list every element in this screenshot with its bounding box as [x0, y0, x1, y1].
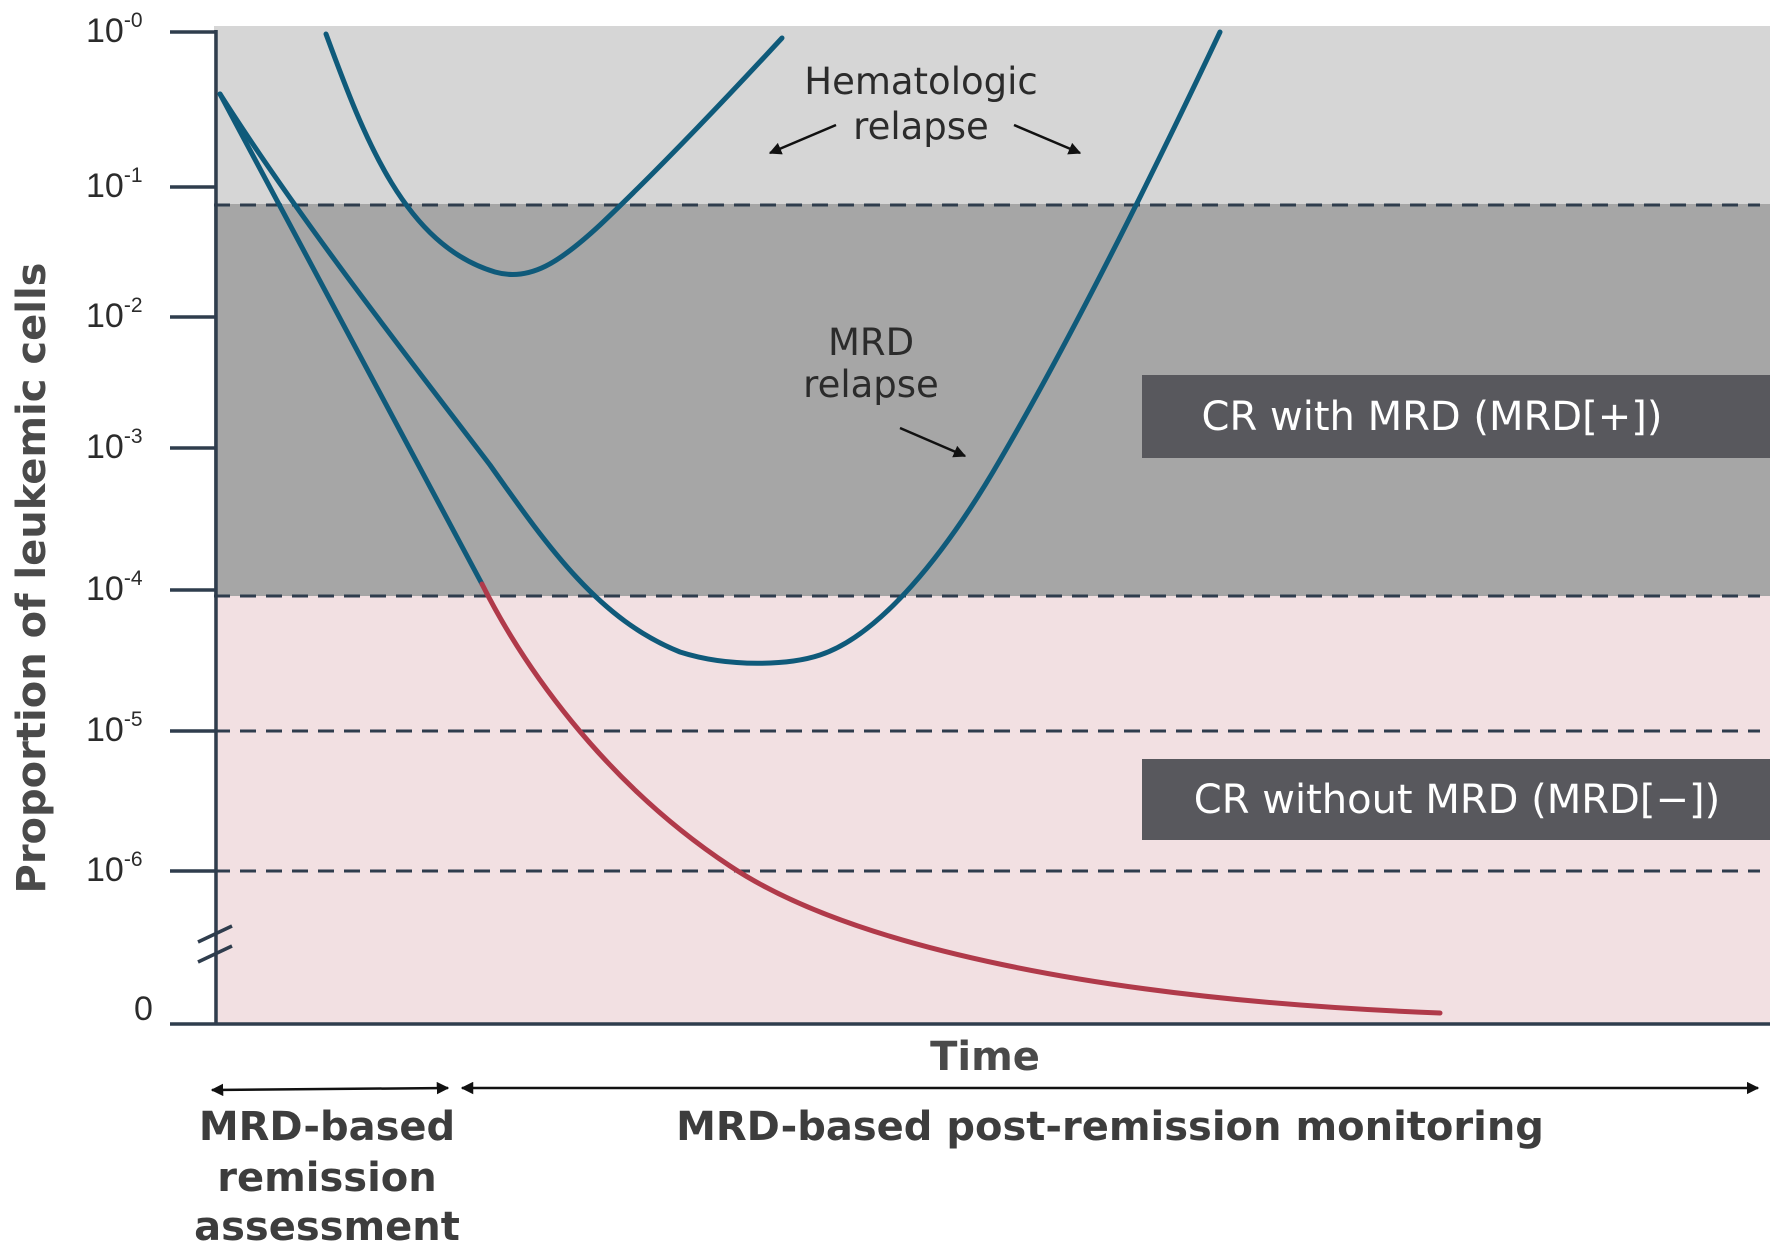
hematologic-relapse-label-line2: relapse [853, 105, 989, 148]
sustained-remission-curve-lower [479, 581, 1443, 1016]
y-tick-labels: 10-0 10-1 10-2 10-3 10-4 10-5 10-6 0 [86, 9, 153, 1028]
y-tick-label-0: 10-0 [86, 9, 143, 50]
y-tick-label-3: 10-3 [86, 425, 143, 466]
hematologic-relapse-arrow-left [768, 123, 837, 155]
remission-assessment-label-line1: MRD-based [199, 1104, 455, 1150]
remission-assessment-arrow [210, 1081, 450, 1097]
mrd-relapse-arrow [899, 426, 967, 458]
late-mrd-relapse-curve [217, 29, 1223, 666]
mrd-relapse-label-line1: MRD [828, 321, 914, 364]
x-axis-title: Time [930, 1034, 1040, 1080]
y-tick-label-zero: 0 [134, 990, 153, 1028]
sustained-remission-curve-upper [217, 91, 485, 587]
curves [217, 29, 1443, 1016]
y-tick-label-2: 10-2 [86, 294, 143, 335]
hematologic-relapse-arrow-right [1013, 123, 1082, 155]
cr-without-mrd-label: CR without MRD (MRD[−]) [1194, 777, 1720, 823]
axes [170, 30, 1770, 1026]
axis-break-mark-1 [197, 924, 233, 944]
hematologic-relapse-band [214, 26, 1770, 204]
cr-without-mrd-box [1142, 759, 1770, 840]
hematologic-relapse-label-line1: Hematologic [804, 60, 1037, 103]
threshold-lines [214, 203, 1760, 873]
post-remission-monitoring-label: MRD-based post-remission monitoring [676, 1104, 1544, 1150]
remission-assessment-label-line3: assessment [194, 1204, 460, 1250]
remission-assessment-label-line2: remission [217, 1155, 437, 1201]
y-tick-label-4: 10-4 [86, 567, 143, 608]
early-hematologic-relapse-curve [323, 31, 785, 278]
y-axis-title: Proportion of leukemic cells [9, 263, 55, 894]
y-tick-label-5: 10-5 [86, 708, 143, 749]
y-tick-label-6: 10-6 [86, 848, 143, 889]
axis-break-mark-2 [197, 944, 233, 964]
cr-with-mrd-label: CR with MRD (MRD[+]) [1202, 394, 1663, 440]
y-tick-label-1: 10-1 [86, 164, 143, 205]
mrd-relapse-label-line2: relapse [803, 363, 939, 406]
cr-with-mrd-box [1142, 375, 1770, 458]
